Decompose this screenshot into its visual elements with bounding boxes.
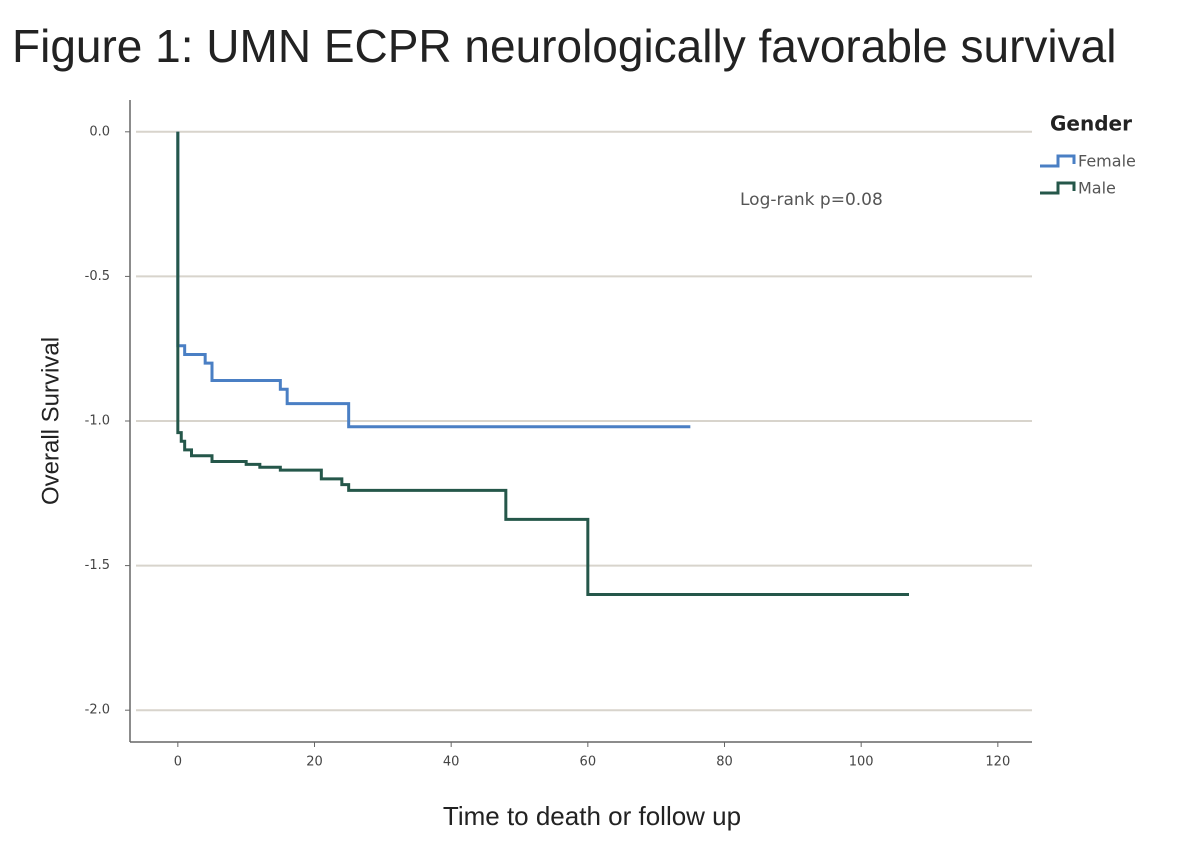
y-tick-label: -2.0 xyxy=(85,703,110,718)
x-axis-label: Time to death or follow up xyxy=(443,801,741,831)
y-tick-label: 0.0 xyxy=(89,124,110,139)
legend-swatch xyxy=(1040,181,1076,195)
legend-title: Gender xyxy=(1050,112,1132,136)
y-tick-label: -1.0 xyxy=(85,414,110,429)
x-tick-label: 80 xyxy=(716,755,733,770)
x-tick-label: 0 xyxy=(174,755,182,770)
x-tick-label: 60 xyxy=(580,755,597,770)
y-tick-label: -0.5 xyxy=(85,269,110,284)
legend-swatch xyxy=(1040,154,1076,168)
y-tick-label: -1.5 xyxy=(85,558,110,573)
x-tick-label: 120 xyxy=(985,755,1010,770)
chart-title: Figure 1: UMN ECPR neurologically favora… xyxy=(12,20,1116,72)
x-tick-label: 100 xyxy=(849,755,874,770)
legend-label: Male xyxy=(1078,179,1116,198)
y-axis-label: Overall Survival xyxy=(37,337,64,505)
annotation: Log-rank p=0.08 xyxy=(740,190,883,210)
x-tick-label: 40 xyxy=(443,755,460,770)
x-tick-label: 20 xyxy=(306,755,323,770)
series-line xyxy=(176,131,909,597)
series-line xyxy=(176,131,691,429)
legend-label: Female xyxy=(1078,152,1136,171)
